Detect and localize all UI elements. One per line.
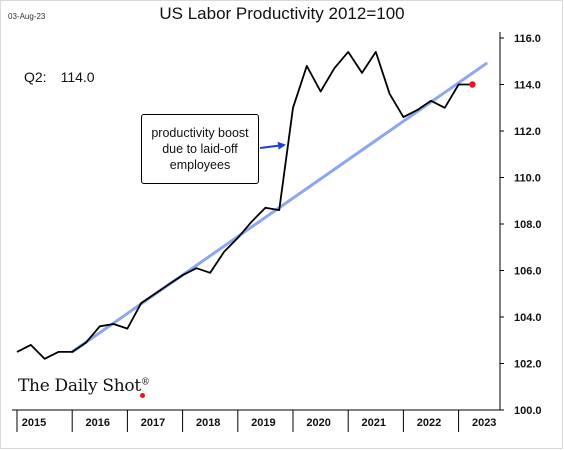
brand-dot [140, 393, 145, 398]
y-tick-label: 104.0 [514, 312, 542, 324]
x-tick-label: 2022 [417, 417, 441, 429]
latest-value: 114.0 [60, 69, 95, 85]
y-tick-label: 114.0 [514, 80, 541, 92]
productivity-series-line [16, 51, 473, 360]
x-tick-label: 2023 [472, 417, 496, 429]
latest-value-label: Q2: 114.0 [24, 69, 95, 85]
x-tick-label: 2018 [196, 417, 220, 429]
y-tick-label: 112.0 [514, 126, 541, 138]
x-tick-label: 2016 [86, 417, 110, 429]
x-tick-label: 2015 [22, 417, 46, 429]
brand-registered-mark: ® [140, 377, 150, 388]
latest-period: Q2: [24, 69, 47, 85]
x-tick-label: 2020 [306, 417, 330, 429]
annotation-arrow [259, 141, 286, 150]
annotation-box: productivity boost due to laid-off emplo… [141, 114, 259, 184]
x-tick-label: 2019 [251, 417, 275, 429]
y-tick-label: 100.0 [514, 405, 542, 417]
y-tick-label: 116.0 [514, 33, 541, 45]
y-tick-label: 102.0 [514, 359, 542, 371]
brand-name: The Daily Shot [18, 376, 141, 396]
last-point-marker [469, 81, 476, 88]
y-tick-label: 110.0 [514, 173, 541, 185]
chart-title: US Labor Productivity 2012=100 [159, 4, 405, 23]
date-stamp: 03-Aug-23 [8, 12, 46, 21]
x-tick-label: 2021 [362, 417, 386, 429]
annotation-text: productivity boost due to laid-off emplo… [151, 126, 249, 172]
y-tick-label: 106.0 [514, 266, 542, 278]
brand-logo: The Daily Shot® [18, 376, 150, 396]
y-tick-label: 108.0 [514, 219, 542, 231]
x-tick-label: 2017 [141, 417, 165, 429]
